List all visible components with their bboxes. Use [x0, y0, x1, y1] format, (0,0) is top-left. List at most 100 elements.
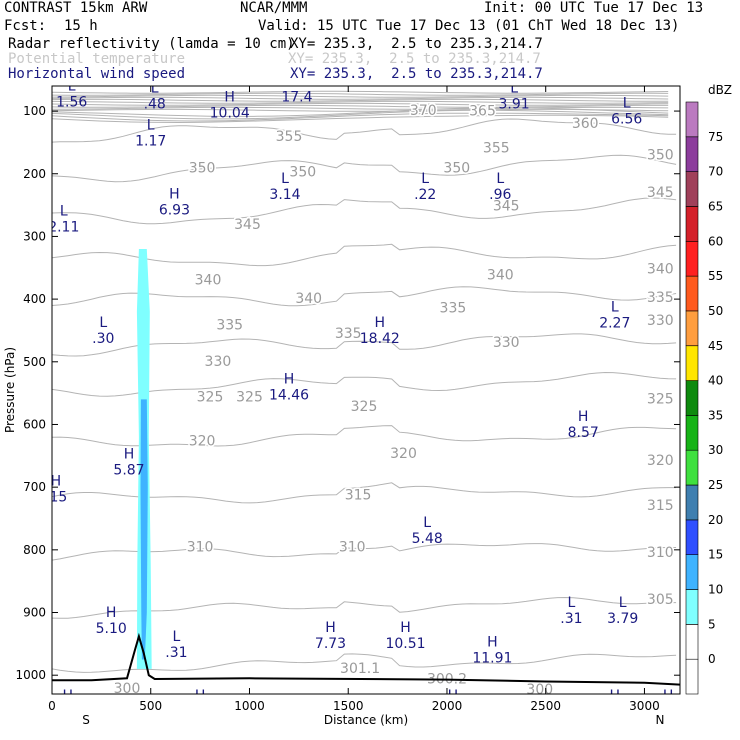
theta-label: 345: [493, 198, 520, 214]
wind-extremum: L.22: [414, 171, 436, 203]
theta-label: 310: [187, 539, 214, 555]
extremum-type: L: [619, 595, 627, 611]
strat-isentrope: [52, 98, 669, 102]
y-axis-label: Pressure (hPa): [3, 347, 17, 433]
x-axis-label: Distance (km): [324, 713, 408, 727]
y-tick-label: 300: [23, 229, 46, 243]
wind-extremum: L2.11: [48, 203, 79, 235]
colorbar-swatch: [685, 101, 699, 138]
wind-extremum: L.96: [489, 171, 511, 203]
extremum-type: L: [423, 515, 431, 531]
extremum-value: 3.79: [607, 611, 638, 627]
theta-label: 355: [483, 141, 510, 157]
theta-label: 320: [390, 446, 417, 462]
strat-isentrope: [52, 114, 669, 124]
extremum-type: L: [496, 171, 504, 187]
terrain-line: [52, 632, 680, 686]
colorbar-swatch: [685, 415, 699, 451]
extremum-type: H: [51, 474, 62, 490]
theta-label: 370: [410, 103, 437, 119]
extremum-type: L: [172, 629, 180, 645]
wind-extremum: H3.79: [185, 688, 216, 720]
wind-extremum: L3.91: [499, 86, 530, 113]
theta-label: 355: [276, 129, 303, 145]
extremum-value: 5.10: [96, 621, 127, 637]
colorbar-label: 70: [708, 165, 723, 179]
wind-extremum: H7.73: [315, 620, 346, 652]
wind-extremum: H9.08: [610, 688, 621, 694]
colorbar-swatch: [685, 241, 699, 277]
extremum-type: H: [106, 605, 117, 621]
theta-label: 330: [493, 335, 520, 351]
theta-label: 315: [345, 487, 372, 503]
extremum-value: .96: [489, 187, 511, 203]
theta-label: 335: [647, 290, 674, 306]
y-tick-label: 400: [23, 292, 46, 306]
extremum-value: .30: [92, 331, 114, 347]
extremum-type: L: [567, 595, 575, 611]
theta-label: 365: [469, 104, 496, 120]
theta-label: 305: [647, 592, 674, 608]
org-label: NCAR/MMM: [240, 0, 308, 16]
end-endpoint: N: [656, 713, 665, 727]
y-tick-label: 500: [23, 355, 46, 369]
isentrope-line: [52, 243, 677, 267]
strat-isentrope: [52, 94, 669, 98]
colorbar-swatch: [685, 275, 699, 312]
extremum-value: 8.57: [568, 425, 599, 441]
theta-label: 350: [647, 148, 674, 164]
extremum-value: 18.42: [360, 331, 400, 347]
isentrope-line: [52, 154, 677, 183]
isentrope-line: [52, 482, 677, 504]
extremum-type: H: [448, 688, 459, 704]
theta-label: 345: [647, 185, 674, 201]
extremum-value: 3.79: [185, 704, 216, 720]
x-tick-label: 0: [48, 699, 56, 713]
extremum-type: H: [663, 688, 674, 704]
y-tick-label: 900: [23, 606, 46, 620]
extremum-type: H: [325, 620, 336, 636]
extremum-value: 17.4: [281, 90, 312, 106]
theta-label: 310: [339, 539, 366, 555]
y-tick-label: 100: [23, 104, 46, 118]
wind-extremum: H10.04: [210, 89, 250, 121]
colorbar-swatch: [685, 449, 699, 486]
y-tick-label: 600: [23, 417, 46, 431]
colorbar-label: 45: [708, 339, 723, 353]
wind-extremum: L5.48: [412, 515, 443, 547]
theta-label: 340: [647, 262, 674, 278]
extremum-type: H: [284, 371, 295, 387]
theta-label: 300: [526, 682, 553, 698]
colorbar-swatch: [685, 310, 699, 346]
theta-label: 345: [234, 217, 261, 233]
x-tick-label: 2500: [530, 699, 561, 713]
theta-label: 350: [189, 161, 216, 177]
start-endpoint: S: [82, 713, 90, 727]
isentrope-line: [52, 425, 677, 447]
extremum-value: 3.91: [499, 97, 530, 113]
y-tick-label: 700: [23, 480, 46, 494]
extremum-type: H: [169, 187, 180, 203]
theta-label: 310: [647, 545, 674, 561]
extremum-value: .31: [560, 611, 582, 627]
strat-isentrope: [52, 106, 669, 110]
colorbar-swatch: [685, 658, 699, 695]
wind-extremum: L6.56: [611, 96, 642, 128]
isentrope-line: [52, 543, 677, 561]
colorbar-label: 50: [708, 304, 723, 318]
extremum-type: L: [611, 299, 619, 315]
colorbar-swatch: [685, 171, 699, 207]
extremum-type: H: [195, 688, 206, 704]
extremum-value: 2.11: [48, 219, 79, 235]
theta-label: 330: [205, 354, 232, 370]
y-tick-label: 200: [23, 167, 46, 181]
isentrope-line: [52, 596, 677, 619]
colorbar-label: 25: [708, 478, 723, 492]
colorbar-label: 10: [708, 583, 723, 597]
valid-time: Valid: 15 UTC Tue 17 Dec 13 (01 ChT Wed …: [258, 18, 680, 34]
wind-extremum: L3.79: [607, 595, 638, 627]
extremum-type: H: [400, 620, 411, 636]
colorbar-label: 40: [708, 374, 723, 388]
theta-label: 325: [236, 390, 263, 406]
